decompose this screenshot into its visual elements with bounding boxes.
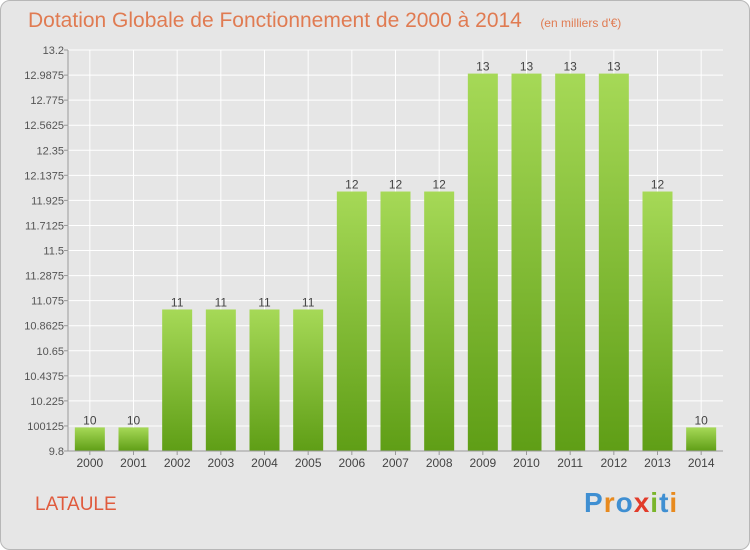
x-tick-label-2011: 2011 bbox=[557, 456, 583, 470]
x-tick-label-2001: 2001 bbox=[120, 456, 147, 470]
bar-2011 bbox=[555, 73, 586, 452]
data-label-2006: 12 bbox=[345, 178, 359, 192]
x-tick-label-2003: 2003 bbox=[207, 456, 234, 470]
y-tick-label: 10.4375 bbox=[24, 371, 64, 383]
bar-2010 bbox=[511, 73, 542, 452]
bar-2009 bbox=[467, 73, 498, 452]
chart-subtitle: (en milliers d'€) bbox=[540, 16, 622, 30]
logo-letter: t bbox=[659, 487, 670, 518]
bar-2008 bbox=[424, 191, 455, 451]
x-tick-label-2007: 2007 bbox=[382, 456, 409, 470]
chart-title-block: Dotation Globale de Fonctionnement de 20… bbox=[28, 9, 621, 33]
y-tick-label: 11.075 bbox=[31, 296, 64, 308]
bar-2004 bbox=[249, 309, 280, 451]
y-tick-label: 12.9875 bbox=[24, 70, 64, 82]
bar-2012 bbox=[598, 73, 629, 452]
data-label-2014: 10 bbox=[694, 413, 708, 427]
x-tick-label-2013: 2013 bbox=[644, 456, 671, 470]
bar-2006 bbox=[336, 191, 367, 451]
x-tick-label-2010: 2010 bbox=[513, 456, 540, 470]
y-tick-label: 12.5625 bbox=[24, 120, 64, 132]
y-tick-label: 100125 bbox=[27, 421, 64, 433]
y-tick-label: 11.925 bbox=[31, 195, 64, 207]
y-tick-label: 11.2875 bbox=[25, 271, 64, 283]
y-tick-label: 9.8 bbox=[49, 446, 64, 458]
data-label-2001: 10 bbox=[127, 413, 141, 427]
data-label-2009: 13 bbox=[476, 60, 490, 74]
bar-2014 bbox=[686, 427, 717, 451]
logo-letter: o bbox=[615, 487, 634, 518]
logo-letter: r bbox=[603, 487, 616, 518]
bar-2013 bbox=[642, 191, 673, 451]
y-tick-label: 10.225 bbox=[30, 396, 64, 408]
data-label-2000: 10 bbox=[83, 413, 97, 427]
bar-2003 bbox=[205, 309, 236, 451]
x-tick-label-2014: 2014 bbox=[688, 456, 715, 470]
data-label-2002: 11 bbox=[171, 295, 184, 309]
logo-letter: x bbox=[633, 487, 651, 518]
bar-2001 bbox=[118, 427, 149, 451]
bar-2002 bbox=[162, 309, 193, 451]
x-tick-label-2002: 2002 bbox=[164, 456, 191, 470]
data-label-2008: 12 bbox=[432, 178, 446, 192]
x-tick-label-2005: 2005 bbox=[295, 456, 322, 470]
y-tick-label: 13.2 bbox=[43, 45, 64, 57]
chart-title: Dotation Globale de Fonctionnement de 20… bbox=[28, 9, 522, 32]
y-tick-label: 11.5 bbox=[43, 246, 64, 258]
data-label-2011: 13 bbox=[563, 60, 577, 74]
bar-2005 bbox=[293, 309, 324, 451]
proxiti-logo: Proxiti bbox=[584, 487, 678, 519]
data-label-2007: 12 bbox=[389, 178, 403, 192]
y-tick-label: 12.35 bbox=[36, 145, 64, 157]
data-label-2013: 12 bbox=[651, 178, 665, 192]
y-tick-label: 10.8625 bbox=[24, 321, 64, 333]
logo-letter: i bbox=[669, 487, 679, 518]
commune-name: LATAULE bbox=[35, 494, 117, 515]
y-tick-label: 11.7125 bbox=[25, 220, 64, 232]
x-tick-label-2008: 2008 bbox=[426, 456, 453, 470]
data-label-2005: 11 bbox=[302, 295, 315, 309]
logo-letter: P bbox=[584, 487, 604, 518]
logo-letter: i bbox=[650, 487, 660, 518]
bar-2000 bbox=[74, 427, 105, 451]
y-tick-label: 12.775 bbox=[30, 95, 64, 107]
y-tick-label: 10.65 bbox=[36, 346, 64, 358]
x-tick-label-2004: 2004 bbox=[251, 456, 278, 470]
bar-2007 bbox=[380, 191, 411, 451]
data-label-2012: 13 bbox=[607, 60, 621, 74]
x-tick-label-2009: 2009 bbox=[469, 456, 496, 470]
data-label-2004: 11 bbox=[258, 295, 271, 309]
x-tick-label-2012: 2012 bbox=[600, 456, 627, 470]
x-tick-label-2000: 2000 bbox=[76, 456, 103, 470]
data-label-2003: 11 bbox=[215, 295, 228, 309]
data-label-2010: 13 bbox=[520, 60, 534, 74]
y-tick-label: 12.1375 bbox=[24, 170, 64, 182]
x-tick-label-2006: 2006 bbox=[338, 456, 365, 470]
